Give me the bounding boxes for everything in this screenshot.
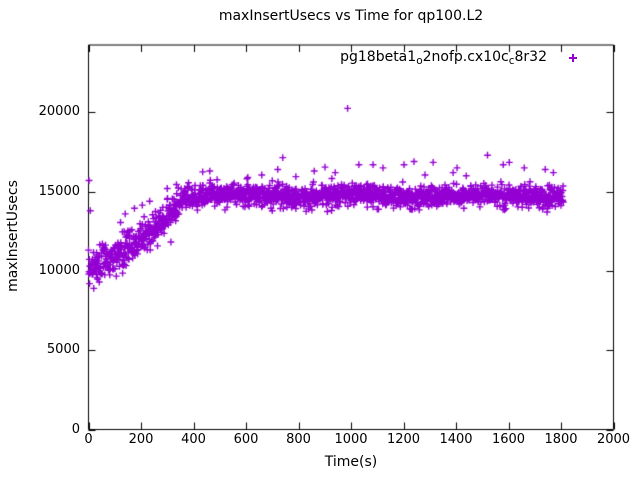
x-tick-label: 1600 bbox=[491, 432, 526, 447]
legend-label-part: 8r32 bbox=[514, 49, 547, 65]
y-tick-label: 20000 bbox=[38, 104, 80, 120]
legend-label-subscript: c bbox=[508, 55, 515, 67]
x-tick-label: 1400 bbox=[439, 432, 473, 447]
x-tick-label: 2000 bbox=[596, 432, 631, 447]
x-tick-label: 600 bbox=[233, 432, 259, 447]
chart-title: maxInsertUsecs vs Time for qp100.L2 bbox=[218, 8, 484, 24]
y-tick-label: 15000 bbox=[38, 183, 80, 199]
x-tick-label: 200 bbox=[128, 432, 154, 447]
legend-label-part: 2nofp.cx10c bbox=[422, 49, 509, 65]
legend: pg18beta1o2nofp.cx10cc8r32 bbox=[340, 49, 577, 68]
y-tick-label: 10000 bbox=[38, 262, 80, 278]
legend-label-part: pg18beta1 bbox=[340, 49, 417, 65]
y-tick-label: 5000 bbox=[46, 342, 80, 358]
x-tick-label: 0 bbox=[84, 432, 93, 447]
x-tick-label: 1200 bbox=[386, 432, 421, 447]
legend-label-subscript: o bbox=[416, 55, 423, 67]
y-tick-label: 0 bbox=[71, 421, 80, 437]
x-axis-label: Time(s) bbox=[324, 454, 378, 470]
x-tick-label: 1800 bbox=[544, 432, 578, 447]
x-tick-label: 800 bbox=[286, 432, 311, 447]
x-tick-label: 400 bbox=[181, 432, 206, 447]
legend-series-label: pg18beta1o2nofp.cx10cc8r32 bbox=[340, 49, 547, 68]
x-tick-label: 1000 bbox=[334, 432, 368, 447]
y-axis-label: maxInsertUsecs bbox=[5, 180, 21, 292]
legend-marker-plus-icon bbox=[569, 54, 577, 62]
